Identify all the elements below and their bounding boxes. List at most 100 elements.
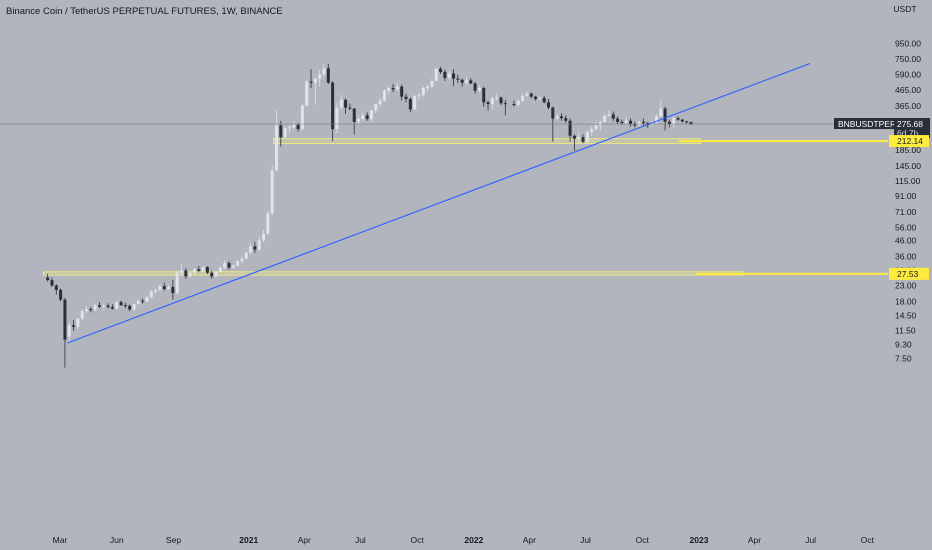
candle-body bbox=[270, 170, 274, 214]
candle-body bbox=[374, 104, 378, 111]
candle-body bbox=[667, 121, 671, 125]
support-zone-box[interactable] bbox=[273, 138, 702, 145]
y-tick-label: 71.00 bbox=[895, 207, 917, 217]
candle-body bbox=[262, 233, 266, 241]
candle-body bbox=[676, 118, 680, 120]
candle-body bbox=[292, 124, 296, 128]
candle-body bbox=[443, 71, 447, 78]
x-tick-label: Jul bbox=[805, 535, 816, 545]
candle-body bbox=[529, 93, 533, 97]
candle-body bbox=[538, 97, 542, 100]
candle-body bbox=[197, 269, 201, 271]
candle-body bbox=[63, 299, 67, 340]
candle-body bbox=[119, 302, 123, 306]
candle-body bbox=[624, 120, 628, 124]
last-price-label: 275.68 bbox=[897, 119, 923, 129]
x-tick-label: Oct bbox=[861, 535, 875, 545]
x-tick-label: Sep bbox=[166, 535, 181, 545]
candle-body bbox=[85, 309, 89, 312]
candle-body bbox=[400, 86, 404, 97]
candle-body bbox=[102, 305, 106, 307]
candle-body bbox=[236, 261, 240, 266]
y-tick-label: 56.00 bbox=[895, 223, 917, 233]
candle-body bbox=[547, 102, 551, 108]
candle-body bbox=[426, 86, 430, 88]
candle-body bbox=[253, 246, 257, 250]
y-tick-label: 750.00 bbox=[895, 54, 921, 64]
x-tick-label: 2022 bbox=[464, 535, 483, 545]
x-tick-label: Apr bbox=[523, 535, 536, 545]
candle-body bbox=[357, 118, 361, 122]
x-tick-label: Mar bbox=[53, 535, 68, 545]
candle-body bbox=[499, 97, 503, 104]
y-tick-label: 365.00 bbox=[895, 101, 921, 111]
y-tick-label: 185.00 bbox=[895, 145, 921, 155]
candle-body bbox=[598, 121, 602, 126]
candle-body bbox=[659, 108, 663, 117]
candle-body bbox=[482, 87, 486, 103]
candle-body bbox=[54, 285, 58, 290]
y-tick-label: 950.00 bbox=[895, 39, 921, 49]
x-tick-label: Apr bbox=[748, 535, 761, 545]
trendline[interactable] bbox=[67, 62, 811, 344]
candle-body bbox=[365, 115, 369, 119]
level-badge bbox=[889, 135, 929, 148]
candle-body bbox=[46, 277, 50, 281]
time-axis[interactable]: Mar Jun Sep 2021 Apr Jul Oct 2022 Apr Jul Oct 2023 A… bbox=[53, 535, 875, 545]
candle-body bbox=[162, 286, 166, 289]
candle-body bbox=[257, 240, 261, 250]
candle-body bbox=[352, 108, 356, 122]
y-tick-label: 465.00 bbox=[895, 85, 921, 95]
y-tick-label: 46.00 bbox=[895, 235, 917, 245]
candle-body bbox=[413, 95, 417, 110]
candle-body bbox=[97, 305, 101, 307]
candle-body bbox=[542, 97, 546, 103]
candle-body bbox=[67, 325, 71, 337]
candle-body bbox=[577, 137, 581, 139]
candle-body bbox=[89, 309, 93, 311]
candle-body bbox=[503, 103, 507, 105]
level-badge-label: 27.53 bbox=[897, 269, 919, 279]
y-tick-label: 36.00 bbox=[895, 251, 917, 261]
candle-body bbox=[464, 80, 468, 83]
y-tick-label: 145.00 bbox=[895, 161, 921, 171]
x-tick-label: Oct bbox=[411, 535, 425, 545]
candle-body bbox=[249, 246, 253, 253]
candle-body bbox=[59, 289, 63, 300]
candle-body bbox=[93, 305, 97, 310]
candle-body bbox=[525, 93, 529, 96]
candle-body bbox=[210, 272, 214, 277]
candle-body bbox=[115, 302, 119, 309]
candle-body bbox=[313, 78, 317, 83]
candle-body bbox=[305, 81, 309, 106]
candle-body bbox=[378, 100, 382, 105]
candle-body bbox=[106, 305, 110, 308]
candle-body bbox=[620, 121, 624, 124]
trendline-layer[interactable] bbox=[67, 62, 811, 344]
candle-body bbox=[192, 269, 196, 273]
y-tick-label: 590.00 bbox=[895, 70, 921, 80]
candle-body bbox=[123, 305, 127, 307]
candle-body bbox=[417, 95, 421, 97]
level-badge bbox=[889, 267, 929, 280]
candle-body bbox=[689, 122, 693, 124]
candle-body bbox=[473, 83, 477, 91]
support-zone-box[interactable] bbox=[42, 271, 745, 276]
candle-body bbox=[559, 116, 563, 119]
candle-body bbox=[154, 289, 158, 292]
candle-body bbox=[387, 87, 391, 91]
candle-body bbox=[322, 68, 326, 75]
candle-body bbox=[128, 305, 132, 310]
candle-body bbox=[663, 108, 667, 122]
candle-body bbox=[76, 318, 80, 327]
last-price-badge bbox=[894, 118, 930, 139]
symbol-badge-label: BNBUSDTPERP bbox=[838, 119, 902, 129]
candle-body bbox=[594, 125, 598, 130]
candle-body bbox=[369, 110, 373, 119]
x-tick-label: 2021 bbox=[239, 535, 258, 545]
candle-body bbox=[300, 105, 304, 130]
candle-body bbox=[585, 131, 589, 142]
candle-body bbox=[382, 90, 386, 101]
candle-body bbox=[158, 286, 162, 290]
